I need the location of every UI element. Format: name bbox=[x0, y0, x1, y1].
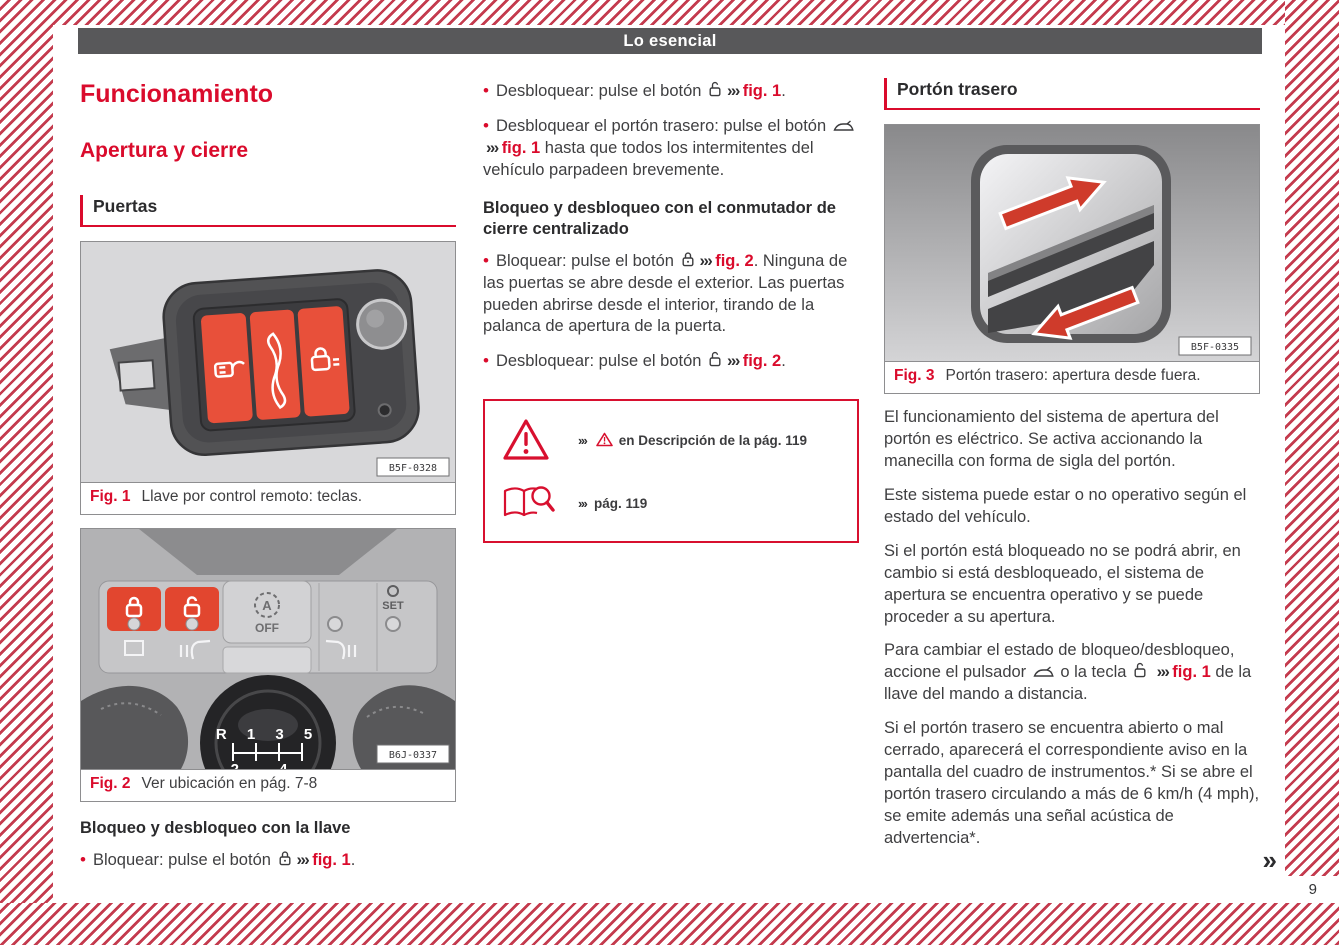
border-stripes-top bbox=[0, 0, 1339, 25]
page-title: Funcionamiento bbox=[80, 80, 274, 108]
console-illustration: A OFF SET R 1 3 5 bbox=[81, 529, 455, 769]
auto-off-label: OFF bbox=[255, 621, 279, 635]
warning-reference-row: ››› en Descripción de la pág. 119 bbox=[501, 417, 843, 463]
figure-2: A OFF SET R 1 3 5 bbox=[80, 528, 456, 802]
border-stripes-right bbox=[1285, 0, 1339, 903]
central-locking-heading: Bloqueo y desbloqueo con el conmutador d… bbox=[483, 198, 836, 238]
lock-open-icon bbox=[709, 352, 721, 367]
console-unlock-glyph bbox=[183, 596, 201, 618]
fig1-reference: fig. 1 bbox=[501, 138, 541, 157]
figure-2-label: Fig. 2 bbox=[90, 775, 131, 792]
bullet-icon: • bbox=[483, 115, 489, 135]
figure-3: B5F-0335 Fig. 3 Portón trasero: apertura… bbox=[884, 124, 1260, 394]
tailgate-button-icon bbox=[833, 120, 854, 131]
section-heading-puertas: Puertas bbox=[80, 195, 456, 227]
fig1-reference: fig. 1 bbox=[742, 82, 782, 100]
figure-3-label: Fig. 3 bbox=[894, 367, 935, 384]
gear-pattern-top: R 1 3 5 bbox=[216, 726, 320, 743]
seat-heat-left-glyph bbox=[179, 639, 211, 660]
warning-triangle-small-icon bbox=[596, 433, 613, 447]
lock-closed-icon bbox=[279, 851, 291, 866]
section-heading-porton: Portón trasero bbox=[884, 78, 1260, 110]
bullet-icon: • bbox=[483, 250, 489, 270]
book-magnifier-icon bbox=[501, 483, 575, 523]
paragraph-5: Si el portón trasero se encuentra abiert… bbox=[884, 719, 1260, 847]
chapter-title: Lo esencial bbox=[623, 31, 717, 50]
figure-1: B5F-0328 Fig. 1 Llave por control remoto… bbox=[80, 241, 456, 515]
set-label: SET bbox=[382, 600, 404, 612]
unlock-button-glyph bbox=[213, 360, 245, 378]
seat-heat-right-glyph bbox=[325, 639, 357, 660]
chapter-header-bar: Lo esencial bbox=[78, 28, 1262, 54]
lock-open-icon bbox=[709, 81, 721, 97]
tailgate-button-icon bbox=[1033, 666, 1054, 678]
middle-column: • Desbloquear: pulse el botón ››› fig. 1. … bbox=[483, 80, 859, 544]
warning-triangle-icon bbox=[501, 417, 575, 463]
figure-2-code: B6J-0337 bbox=[389, 750, 437, 761]
figure-1-caption: Fig. 1 Llave por control remoto: teclas. bbox=[81, 482, 455, 514]
unlock-switch-bullet: • Desbloquear: pulse el botón ››› fig. 2. bbox=[483, 351, 786, 371]
figure-1-code: B5F-0328 bbox=[389, 463, 437, 474]
bullet-icon: • bbox=[483, 351, 489, 371]
lock-closed-icon bbox=[682, 252, 694, 266]
left-column: Funcionamiento Apertura y cierre Puertas bbox=[80, 80, 456, 884]
continues-next-page-mark: » bbox=[1262, 845, 1277, 875]
bullet-icon: • bbox=[80, 849, 86, 869]
gear-pattern-lines bbox=[232, 743, 303, 761]
console-lock-glyph bbox=[125, 596, 143, 618]
page-number: 9 bbox=[1285, 876, 1339, 903]
lock-button-glyph bbox=[310, 347, 340, 372]
page-subtitle: Apertura y cierre bbox=[80, 139, 249, 162]
key-lock-bullet: • Bloquear: pulse el botón ››› fig. 1. bbox=[80, 849, 356, 869]
remote-key-illustration: B5F-0328 bbox=[81, 242, 455, 482]
manual-reference-row: ››› pág. 119 bbox=[501, 483, 843, 523]
unlock-tailgate-bullet: • Desbloquear el portón trasero: pulse el… bbox=[483, 115, 859, 182]
paragraph-2: Este sistema puede estar o no operativo … bbox=[884, 485, 1247, 526]
border-stripes-left bbox=[0, 0, 53, 945]
paragraph-4: Para cambiar el estado de bloqueo/desblo… bbox=[884, 641, 1252, 704]
figure-3-caption: Fig. 3 Portón trasero: apertura desde fu… bbox=[885, 361, 1259, 393]
close-arrow bbox=[1031, 285, 1140, 340]
figure-1-label: Fig. 1 bbox=[90, 488, 131, 505]
paragraph-1: El funcionamiento del sistema de apertur… bbox=[884, 408, 1219, 470]
cross-reference-box: ››› en Descripción de la pág. 119 bbox=[483, 399, 859, 544]
bullet-icon: • bbox=[483, 81, 489, 100]
paragraph-3: Si el portón está bloqueado no se podrá … bbox=[884, 541, 1241, 626]
fig1-reference: fig. 1 bbox=[312, 850, 351, 869]
border-stripes-bottom bbox=[0, 903, 1339, 945]
tailgate-badge-illustration: B5F-0335 bbox=[885, 125, 1259, 361]
lock-switch-bullet: • Bloquear: pulse el botón ››› fig. 2. Nin… bbox=[483, 250, 848, 336]
gear-pattern-bottom: 2 4 bbox=[231, 761, 306, 769]
key-lock-heading: Bloqueo y desbloqueo con la llave bbox=[80, 819, 351, 837]
trunk-button-glyph bbox=[266, 332, 287, 410]
auto-a-label: A bbox=[262, 598, 272, 613]
fig2-reference: fig. 2 bbox=[742, 352, 782, 371]
open-arrow bbox=[998, 176, 1107, 231]
figure-2-caption: Fig. 2 Ver ubicación en pág. 7-8 bbox=[81, 769, 455, 801]
unlock-bullet: • Desbloquear: pulse el botón ››› fig. 1. bbox=[483, 81, 786, 100]
fig2-reference: fig. 2 bbox=[715, 251, 754, 270]
figure-3-code: B5F-0335 bbox=[1191, 342, 1239, 353]
right-column: Portón trasero bbox=[884, 78, 1260, 862]
lock-open-icon bbox=[1134, 663, 1146, 678]
fig1-reference: fig. 1 bbox=[1172, 663, 1211, 682]
